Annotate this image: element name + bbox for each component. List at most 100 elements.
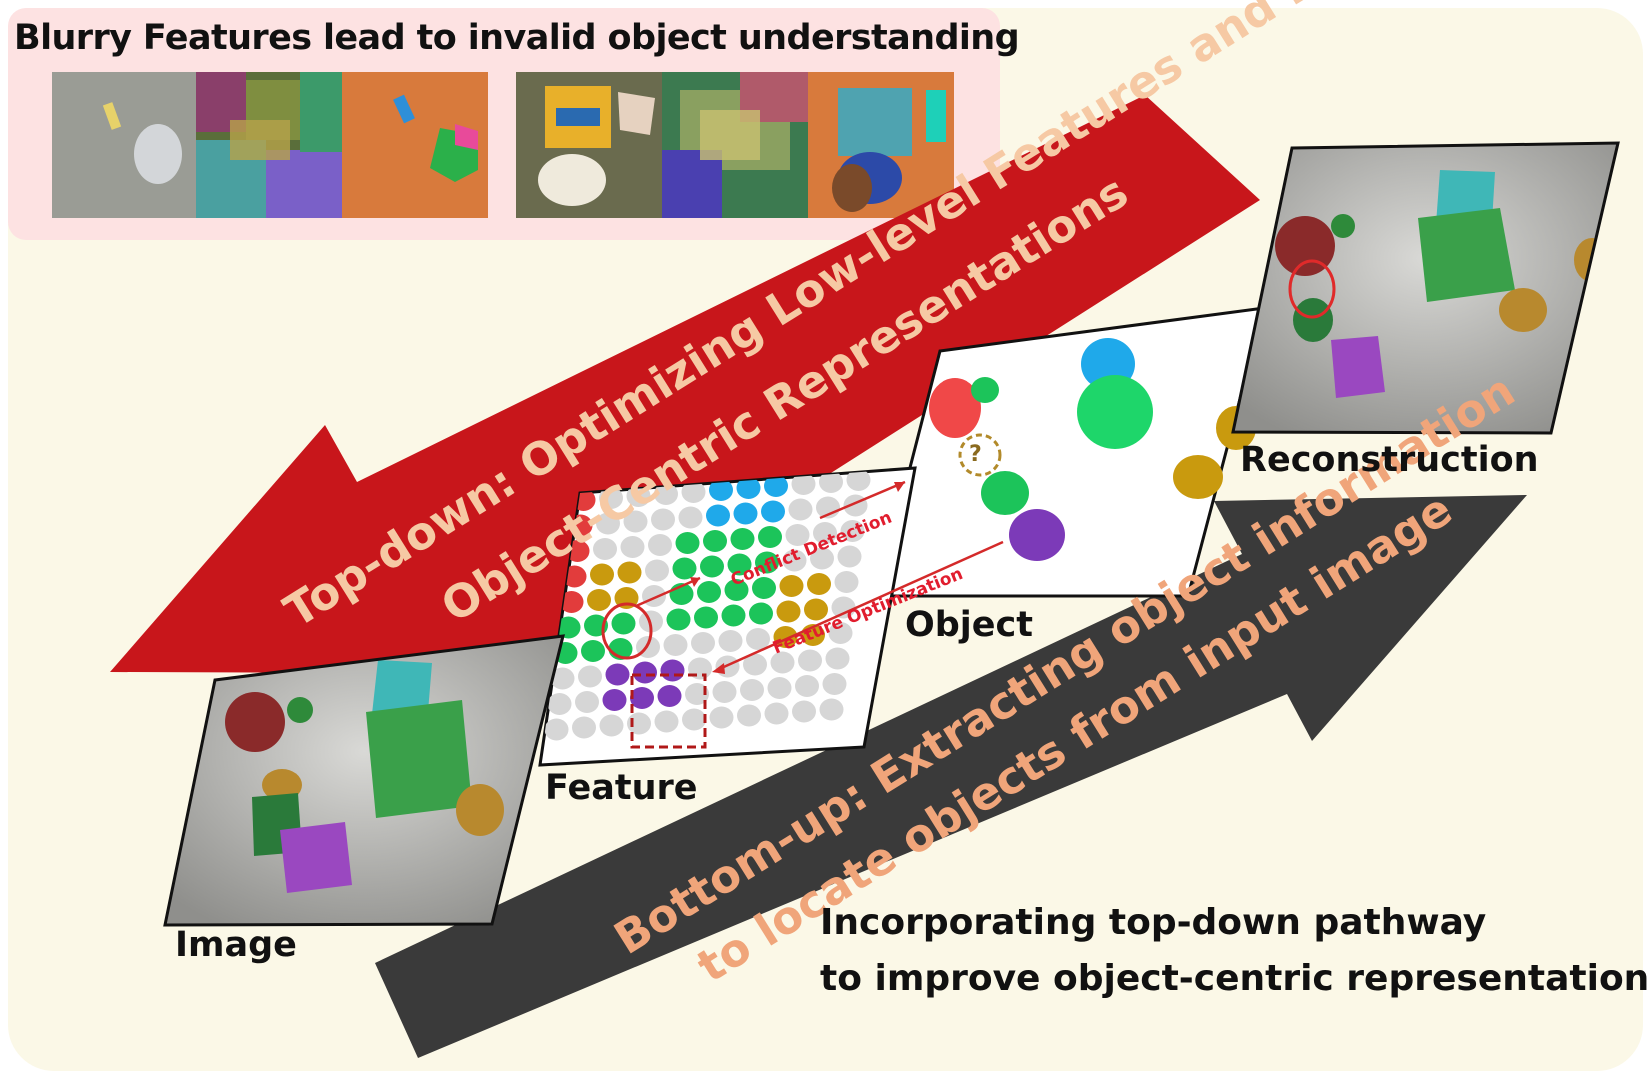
feature-dot-gray-dot — [709, 706, 734, 729]
feature-dot-green-obj — [672, 557, 697, 580]
feature-dot-gray-dot — [691, 632, 715, 654]
feature-dot-green-obj — [703, 530, 727, 552]
feature-dot-gray-dot — [788, 498, 813, 521]
feature-dot-gray-dot — [663, 634, 688, 656]
feature-dot-gray-dot — [642, 585, 666, 607]
feature-dot-gray-dot — [840, 520, 865, 542]
image-plane — [163, 634, 565, 927]
feature-dot-gold-obj — [617, 561, 642, 584]
reconstruction-plane — [1231, 141, 1620, 435]
feature-dot-gray-dot — [593, 538, 617, 560]
object-gold-blob-1 — [1173, 455, 1223, 499]
image-cyan-cube — [372, 660, 432, 714]
recon-green-cube — [1418, 208, 1515, 302]
feature-dot-gold-obj — [776, 600, 801, 623]
feature-dot-gray-dot — [544, 718, 569, 741]
feature-dot-gold-obj — [807, 573, 831, 595]
feature-dot-gray-dot — [770, 651, 795, 674]
image-red-sphere — [225, 692, 285, 752]
feature-dot-gray-dot — [831, 596, 856, 619]
feature-dot-purple-obj — [660, 659, 685, 682]
recon-green-cylinder — [1293, 298, 1333, 342]
image-green-cube — [366, 700, 472, 818]
caption-line1: Incorporating top-down pathway — [820, 902, 1487, 943]
feature-dot-gray-dot — [837, 545, 862, 568]
feature-dot-purple-obj — [633, 661, 657, 684]
feature-dot-gold-obj — [587, 589, 611, 611]
feature-dot-gray-dot — [654, 483, 678, 505]
feature-dot-gray-dot — [828, 622, 853, 644]
feature-dot-green-obj — [556, 616, 581, 639]
feature-dot-gray-dot — [645, 559, 669, 582]
feature-dot-gold-obj — [804, 598, 828, 621]
optimized-region-box — [630, 673, 707, 749]
feature-dot-green-obj — [675, 532, 700, 554]
feature-dot-gray-dot — [834, 571, 859, 593]
feature-dot-green-obj — [755, 551, 779, 574]
feature-dot-gray-dot — [819, 471, 843, 493]
feature-dot-gray-dot — [626, 485, 651, 507]
thumbnail-scene-2 — [516, 72, 662, 218]
feature-dot-green-obj — [724, 579, 749, 601]
feature-dot-blue-obj — [764, 475, 788, 497]
object-red-blob — [929, 378, 981, 438]
feature-dot-gray-dot — [596, 512, 620, 535]
thumbnail-mask-1 — [342, 72, 488, 218]
feature-dot-gray-dot — [746, 628, 770, 650]
recon-error-circle — [1288, 259, 1336, 319]
feature-dot-blue-obj — [709, 479, 733, 501]
feature-dot-green-obj — [611, 612, 636, 635]
unknown-object-marker — [958, 433, 1002, 477]
feature-dot-blue-obj — [736, 477, 761, 499]
feature-dot-gray-dot — [795, 675, 819, 697]
feature-dot-gray-dot — [718, 630, 743, 652]
feature-dot-gray-dot — [764, 702, 789, 725]
feature-dot-gray-dot — [791, 473, 816, 495]
feature-dot-gray-dot — [572, 716, 596, 739]
feature-dot-gray-dot — [810, 547, 834, 570]
feature-dot-blue-obj — [706, 504, 730, 527]
thumbnail-features-1 — [196, 72, 342, 218]
feature-dot-green-obj — [730, 528, 755, 550]
conflict-region-circle — [601, 602, 653, 660]
feature-dot-gray-dot — [578, 665, 602, 688]
caption-line2: to improve object-centric representation… — [820, 958, 1651, 999]
feature-dot-gray-dot — [651, 508, 675, 531]
feature-dot-gray-dot — [623, 510, 648, 533]
feature-dot-gray-dot — [782, 549, 807, 572]
feature-dot-gray-dot — [785, 524, 810, 546]
feature-dot-gray-dot — [825, 647, 850, 670]
feature-dot-gray-dot — [620, 536, 645, 558]
feature-dot-blue-obj — [761, 500, 785, 523]
feature-dot-gray-dot — [685, 683, 709, 705]
feature-dot-gray-dot — [654, 710, 679, 733]
object-green-blob — [1077, 375, 1153, 449]
feature-dot-green-obj — [581, 640, 605, 662]
feature-dot-green-obj — [697, 581, 721, 603]
feature-optimization-arrow — [716, 540, 1004, 672]
recon-gold-cylinder — [1499, 288, 1547, 332]
thumbnail-features-2 — [662, 72, 808, 218]
feature-dot-gray-dot — [813, 522, 837, 544]
feature-dot-gray-dot — [712, 681, 737, 703]
feature-dot-gray-dot — [682, 708, 706, 731]
feature-dot-gray-dot — [575, 691, 599, 713]
reconstruction-label: Reconstruction — [1240, 440, 1539, 480]
feature-dot-green-obj — [749, 602, 773, 625]
object-label: Object — [905, 605, 1034, 645]
feature-dot-gray-dot — [740, 679, 764, 701]
thumbnail-strip — [52, 72, 954, 218]
thumbnail-mask-2 — [808, 72, 954, 218]
feature-dot-gray-dot — [737, 704, 761, 727]
feature-dot-gold-obj — [779, 575, 804, 597]
feature-dot-purple-obj — [605, 663, 630, 686]
image-label: Image — [175, 925, 297, 965]
panel-title: Blurry Features lead to invalid object u… — [14, 18, 1020, 58]
feature-dot-purple-obj — [602, 689, 627, 711]
recon-red-sphere — [1275, 216, 1335, 276]
feature-dot-gray-dot — [678, 506, 703, 529]
object-green-blob-2 — [981, 471, 1029, 515]
feature-dot-green-obj — [752, 577, 776, 599]
feature-dot-gray-dot — [767, 677, 792, 699]
